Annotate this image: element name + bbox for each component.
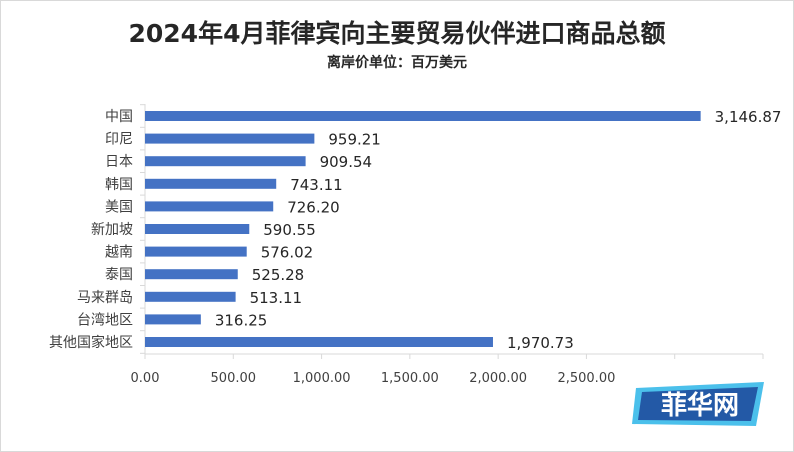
category-label: 越南 <box>105 245 133 261</box>
x-tick-label: 1,500.00 <box>381 371 439 386</box>
bar <box>145 314 201 325</box>
category-label: 日本 <box>105 154 133 170</box>
data-label: 959.21 <box>328 131 381 149</box>
bar <box>145 269 238 280</box>
category-label: 新加坡 <box>91 222 133 238</box>
data-label: 576.02 <box>261 244 314 262</box>
data-label: 525.28 <box>252 266 305 284</box>
watermark-text: 菲华网 <box>661 390 739 421</box>
data-label: 1,970.73 <box>507 334 574 352</box>
x-tick-label: 1,000.00 <box>293 371 351 386</box>
bar <box>145 337 493 347</box>
chart-subtitle: 离岸价单位：百万美元 <box>327 55 467 71</box>
category-label: 马来群岛 <box>77 290 133 306</box>
data-label: 726.20 <box>287 198 340 216</box>
bar <box>145 156 306 167</box>
bar <box>145 291 236 302</box>
x-tick-label: 2,000.00 <box>469 371 527 386</box>
bar <box>145 224 250 234</box>
data-label: 909.54 <box>320 153 373 171</box>
bar <box>145 111 701 121</box>
category-label: 台湾地区 <box>77 311 133 328</box>
data-label: 590.55 <box>263 221 316 239</box>
category-label: 其他国家地区 <box>49 334 133 351</box>
bar <box>145 246 247 257</box>
x-tick-label: 2,500.00 <box>557 371 615 386</box>
category-label: 美国 <box>105 199 133 215</box>
x-tick-label: 0.00 <box>131 371 160 386</box>
category-label: 韩国 <box>105 177 133 193</box>
data-label: 316.25 <box>215 311 267 329</box>
watermark-logo-icon: 菲华网 <box>632 382 764 426</box>
watermark-logo: 菲华网 <box>630 378 770 430</box>
bar <box>145 201 274 212</box>
chart-title: 2024年4月菲律宾向主要贸易伙伴进口商品总额 <box>128 19 666 48</box>
data-label: 3,146.87 <box>715 108 782 126</box>
bar <box>145 133 315 144</box>
category-label: 印尼 <box>105 132 133 148</box>
data-label: 513.11 <box>250 289 303 307</box>
category-label: 泰国 <box>105 267 133 283</box>
x-tick-label: 500.00 <box>211 371 257 386</box>
bar <box>145 178 277 189</box>
category-label: 中国 <box>105 109 133 125</box>
data-label: 743.11 <box>290 176 343 194</box>
